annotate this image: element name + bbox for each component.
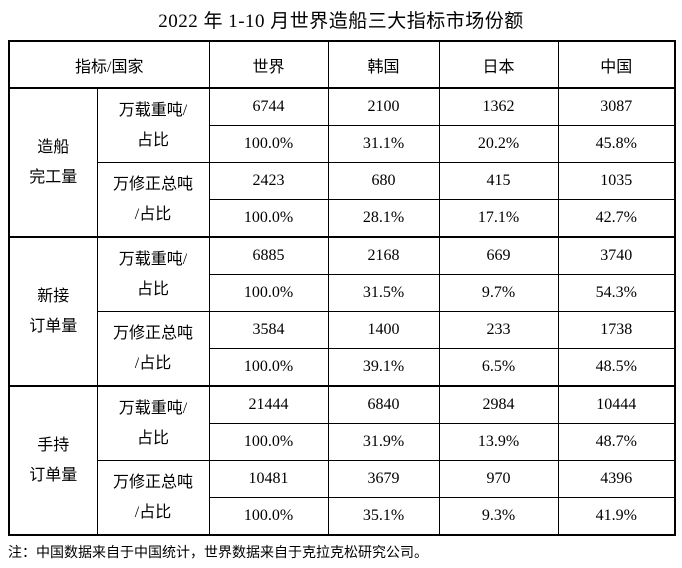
share-cell: 42.7%: [557, 199, 676, 238]
share-cell: 41.9%: [557, 497, 676, 536]
metric-label-cgt: 万修正总吨 /占比: [96, 311, 210, 387]
share-cell: 100.0%: [208, 199, 329, 238]
table-row: 造船 完工量 万载重吨/ 占比 6744 2100 1362 3087: [8, 87, 676, 238]
share-cell: 13.9%: [438, 423, 559, 461]
share-cell: 100.0%: [208, 274, 329, 312]
share-cell: 6.5%: [438, 348, 559, 387]
group-name-completions: 造船 完工量: [8, 87, 98, 238]
share-cell: 28.1%: [327, 199, 440, 238]
value-cell: 1035: [557, 162, 676, 200]
value-cell: 2168: [327, 236, 440, 275]
market-share-table: 指标/国家 世界 韩国 日本 中国 造船 完工量 万载重吨/ 占比 6744 2…: [8, 40, 676, 536]
value-cell: 3740: [557, 236, 676, 275]
value-cell: 6744: [208, 87, 329, 126]
header-country-japan: 日本: [438, 40, 559, 89]
share-cell: 20.2%: [438, 125, 559, 163]
table-header-row: 指标/国家 世界 韩国 日本 中国: [8, 40, 676, 89]
table-row: 100.0% 31.5% 9.7% 54.3%: [9, 274, 676, 312]
share-cell: 9.7%: [438, 274, 559, 312]
value-cell: 4396: [557, 460, 676, 498]
share-cell: 35.1%: [327, 497, 440, 536]
metric-label-cgt: 万修正总吨 /占比: [96, 460, 210, 536]
share-cell: 39.1%: [327, 348, 440, 387]
table-row: 新接 订单量 万载重吨/ 占比 6885 2168 669 3740: [8, 236, 676, 387]
share-cell: 45.8%: [557, 125, 676, 163]
value-cell: 415: [438, 162, 559, 200]
metric-label-dwt: 万载重吨/ 占比: [96, 385, 210, 461]
value-cell: 21444: [208, 385, 329, 424]
share-cell: 17.1%: [438, 199, 559, 238]
value-cell: 970: [438, 460, 559, 498]
value-cell: 680: [327, 162, 440, 200]
value-cell: 233: [438, 311, 559, 349]
value-cell: 6885: [208, 236, 329, 275]
source-note: 注：中国数据来自于中国统计，世界数据来自于克拉克松研究公司。: [8, 546, 428, 561]
header-indicator-country: 指标/国家: [8, 40, 210, 89]
value-cell: 10444: [557, 385, 676, 424]
metric-label-dwt: 万载重吨/ 占比: [96, 87, 210, 163]
value-cell: 2423: [208, 162, 329, 200]
value-cell: 6840: [327, 385, 440, 424]
value-cell: 10481: [208, 460, 329, 498]
share-cell: 31.5%: [327, 274, 440, 312]
value-cell: 3679: [327, 460, 440, 498]
table-row: 手持 订单量 万载重吨/ 占比 21444 6840 2984 10444: [8, 385, 676, 536]
value-cell: 2100: [327, 87, 440, 126]
page-title: 2022 年 1-10 月世界造船三大指标市场份额: [158, 11, 524, 32]
header-country-world: 世界: [208, 40, 329, 89]
value-cell: 3087: [557, 87, 676, 126]
share-cell: 31.1%: [327, 125, 440, 163]
table-row: 100.0% 35.1% 9.3% 41.9%: [9, 497, 676, 536]
table-row: 万修正总吨 /占比 3584 1400 233 1738: [9, 311, 676, 387]
share-cell: 31.9%: [327, 423, 440, 461]
table-row: 100.0% 28.1% 17.1% 42.7%: [9, 199, 676, 238]
header-country-china: 中国: [557, 40, 676, 89]
share-cell: 100.0%: [208, 348, 329, 387]
value-cell: 1738: [557, 311, 676, 349]
share-cell: 9.3%: [438, 497, 559, 536]
value-cell: 1362: [438, 87, 559, 126]
share-cell: 100.0%: [208, 497, 329, 536]
header-country-korea: 韩国: [327, 40, 440, 89]
share-cell: 54.3%: [557, 274, 676, 312]
share-cell: 100.0%: [208, 423, 329, 461]
group-name-new-orders: 新接 订单量: [8, 236, 98, 387]
table-row: 万修正总吨 /占比 2423 680 415 1035: [9, 162, 676, 238]
value-cell: 2984: [438, 385, 559, 424]
value-cell: 1400: [327, 311, 440, 349]
group-name-order-book: 手持 订单量: [8, 385, 98, 536]
metric-label-cgt: 万修正总吨 /占比: [96, 162, 210, 238]
value-cell: 3584: [208, 311, 329, 349]
table-row: 万修正总吨 /占比 10481 3679 970 4396: [9, 460, 676, 536]
table-row: 100.0% 31.9% 13.9% 48.7%: [9, 423, 676, 461]
table-row: 100.0% 39.1% 6.5% 48.5%: [9, 348, 676, 387]
metric-label-dwt: 万载重吨/ 占比: [96, 236, 210, 312]
share-cell: 48.5%: [557, 348, 676, 387]
table-row: 100.0% 31.1% 20.2% 45.8%: [9, 125, 676, 163]
share-cell: 100.0%: [208, 125, 329, 163]
share-cell: 48.7%: [557, 423, 676, 461]
value-cell: 669: [438, 236, 559, 275]
